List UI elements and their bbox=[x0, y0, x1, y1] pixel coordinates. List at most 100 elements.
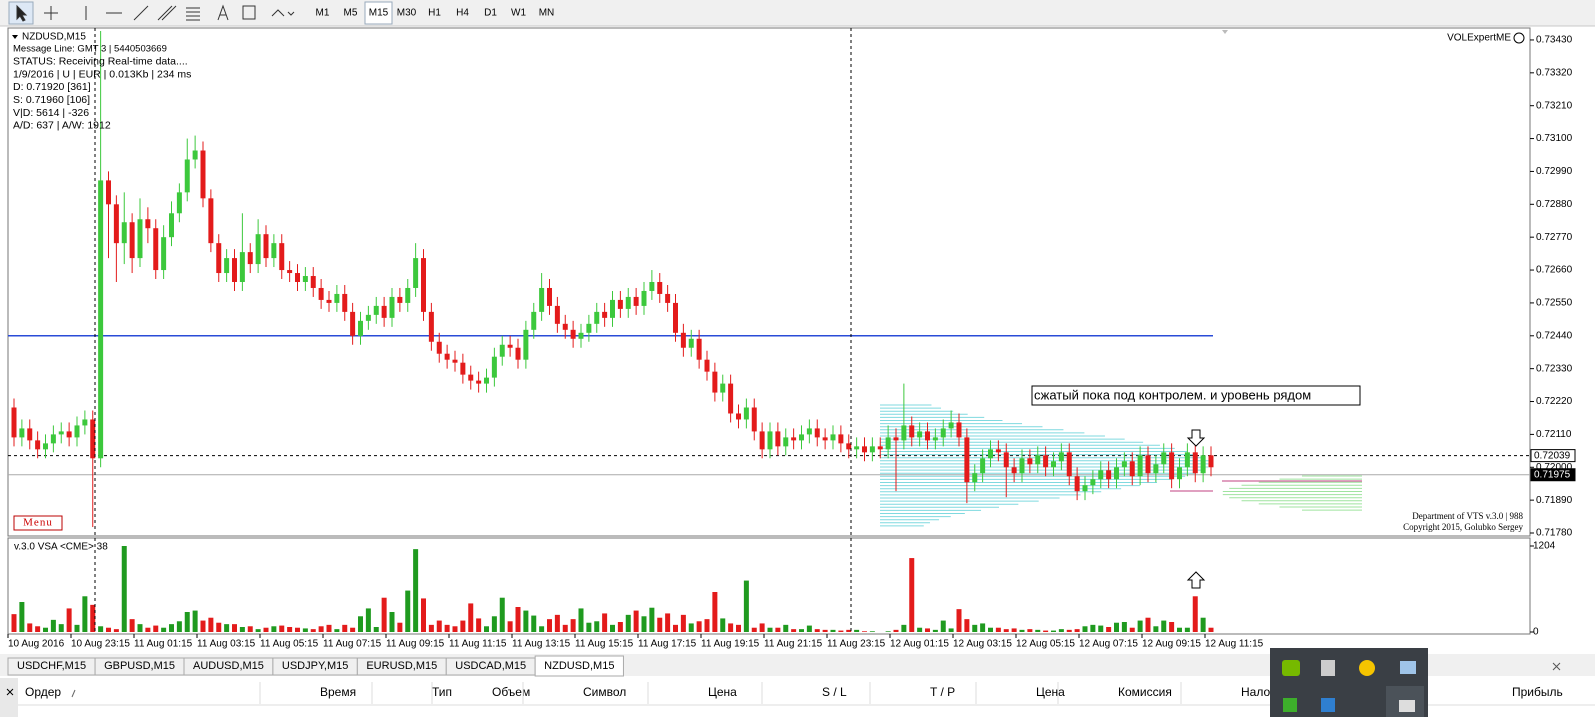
candle-body bbox=[956, 422, 962, 438]
channel-tool[interactable] bbox=[157, 5, 177, 21]
candle-body bbox=[673, 302, 678, 333]
column-header[interactable]: Прибыль bbox=[1512, 685, 1563, 699]
x-tick-label: 12 Aug 09:15 bbox=[1142, 639, 1201, 650]
column-header[interactable]: Налог bbox=[1241, 685, 1275, 699]
menu-label[interactable]: Menu bbox=[23, 517, 53, 529]
volume-bar bbox=[791, 629, 797, 632]
column-header[interactable]: Цена bbox=[1036, 685, 1065, 699]
usb-icon[interactable] bbox=[1321, 660, 1335, 676]
volume-bar bbox=[610, 624, 615, 632]
volume-bar bbox=[1027, 629, 1033, 632]
tab[interactable]: GBPUSD,M15 bbox=[94, 657, 185, 676]
volume-bar bbox=[200, 620, 206, 632]
tab[interactable]: USDCAD,M15 bbox=[445, 657, 536, 676]
x-tick-label: 11 Aug 19:15 bbox=[701, 639, 760, 650]
volume-bar bbox=[515, 607, 521, 632]
tray-icon[interactable] bbox=[1321, 698, 1335, 712]
volume-bar bbox=[1192, 596, 1198, 632]
timeframe-button[interactable]: M1 bbox=[316, 8, 330, 19]
label-tool[interactable] bbox=[242, 5, 256, 20]
candle-body bbox=[877, 446, 883, 450]
column-header[interactable]: Тип bbox=[432, 685, 452, 699]
volume-bar bbox=[358, 616, 363, 632]
footer-line: Copyright 2015, Golubko Sergey bbox=[1403, 522, 1523, 532]
volume-bar bbox=[326, 624, 332, 632]
candle-body bbox=[484, 377, 489, 384]
y-tick-label: 0.72990 bbox=[1536, 166, 1573, 177]
volume-bar bbox=[507, 621, 513, 632]
volume-bar bbox=[743, 580, 749, 632]
volume-bar bbox=[436, 620, 442, 632]
timeframe-button[interactable]: D1 bbox=[484, 8, 497, 19]
column-header[interactable]: Ордер bbox=[25, 685, 61, 699]
tray-icon[interactable] bbox=[1283, 698, 1297, 712]
column-header[interactable]: Время bbox=[320, 685, 356, 699]
candle-body bbox=[413, 258, 419, 288]
fibo-tool[interactable] bbox=[186, 7, 200, 21]
volume-bar bbox=[263, 627, 269, 632]
trendline-tool[interactable] bbox=[133, 5, 149, 21]
tab-label[interactable]: USDCHF,M15 bbox=[17, 660, 86, 672]
tab-close[interactable] bbox=[1552, 662, 1561, 671]
timeframe-button[interactable]: M30 bbox=[397, 8, 417, 19]
column-header[interactable]: T / P bbox=[930, 685, 955, 699]
candle-body bbox=[1074, 476, 1080, 492]
volume-bar bbox=[153, 625, 159, 632]
candle-body bbox=[50, 434, 56, 444]
volume-bar bbox=[19, 602, 25, 632]
candle-body bbox=[1192, 452, 1198, 474]
timeframe-button[interactable]: W1 bbox=[511, 8, 526, 19]
tab-label[interactable]: NZDUSD,M15 bbox=[544, 660, 614, 672]
candle-body bbox=[869, 446, 875, 453]
column-header[interactable]: Цена bbox=[708, 685, 737, 699]
menu-button[interactable] bbox=[13, 515, 63, 531]
candle-body bbox=[720, 383, 726, 393]
candle-body bbox=[1200, 455, 1206, 474]
tab[interactable]: NZDUSD,M15 bbox=[534, 655, 624, 677]
crosshair-tool[interactable] bbox=[44, 6, 58, 20]
tab[interactable]: AUDUSD,M15 bbox=[183, 657, 274, 676]
candle-body bbox=[499, 344, 505, 357]
arrow-down bbox=[1186, 429, 1206, 447]
volume-bar bbox=[279, 625, 285, 632]
timeframe-button[interactable]: M15 bbox=[369, 8, 389, 19]
volume-bar bbox=[428, 624, 434, 632]
tab-label[interactable]: USDJPY,M15 bbox=[282, 660, 348, 672]
volume-bar bbox=[1098, 625, 1104, 632]
close-button[interactable] bbox=[6, 688, 14, 696]
candle-body bbox=[74, 425, 80, 438]
tab[interactable]: USDJPY,M15 bbox=[272, 657, 358, 676]
update-icon[interactable] bbox=[1359, 660, 1375, 676]
column-header[interactable]: Символ bbox=[583, 685, 626, 699]
candle-body bbox=[1114, 467, 1119, 480]
monitor-icon[interactable] bbox=[1400, 661, 1416, 674]
column-header[interactable]: S / L bbox=[822, 685, 847, 699]
tab-label[interactable]: USDCAD,M15 bbox=[455, 660, 526, 672]
volume-bar bbox=[925, 628, 930, 632]
candle-body bbox=[547, 287, 552, 306]
arrows-tool[interactable] bbox=[271, 9, 295, 17]
candle-body bbox=[113, 204, 119, 244]
column-header[interactable]: Объем bbox=[492, 685, 530, 699]
volume-bar bbox=[176, 621, 182, 632]
candle-body bbox=[232, 258, 237, 282]
tab-label[interactable]: AUDUSD,M15 bbox=[193, 660, 264, 672]
tab[interactable]: EURUSD,M15 bbox=[356, 657, 447, 676]
timeframe-button[interactable]: H1 bbox=[428, 8, 441, 19]
tab-label[interactable]: GBPUSD,M15 bbox=[104, 660, 175, 672]
timeframe-button[interactable]: H4 bbox=[456, 8, 469, 19]
column-header[interactable]: Комиссия bbox=[1118, 685, 1172, 699]
timeframe-button[interactable]: M5 bbox=[344, 8, 358, 19]
candle-body bbox=[980, 458, 986, 474]
candle-body bbox=[389, 296, 395, 318]
timeframe-button[interactable]: MN bbox=[539, 8, 555, 19]
text-tool[interactable] bbox=[217, 4, 229, 21]
annotation-box bbox=[1031, 385, 1361, 406]
tray-icon[interactable] bbox=[1399, 700, 1415, 712]
tab-label[interactable]: EURUSD,M15 bbox=[366, 660, 437, 672]
drawing-tools bbox=[8, 1, 295, 25]
tab[interactable]: USDCHF,M15 bbox=[7, 657, 96, 676]
candle-body bbox=[192, 150, 198, 160]
nvidia-icon[interactable] bbox=[1282, 660, 1300, 676]
y-tick-label: 0.72660 bbox=[1536, 265, 1573, 276]
